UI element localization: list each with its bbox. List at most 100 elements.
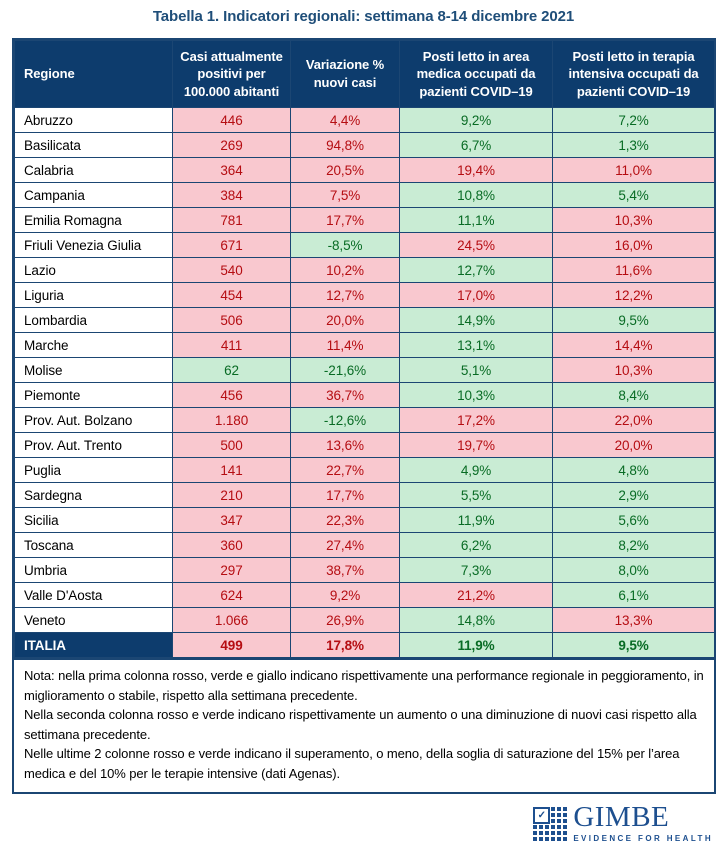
value-cell: 8,4%	[552, 382, 715, 408]
value-cell: 17,0%	[399, 282, 553, 308]
value-cell: 24,5%	[399, 232, 553, 258]
grid-pixel	[551, 831, 556, 835]
value-cell: 13,6%	[290, 432, 400, 458]
gimbe-grid-icon: ✓	[533, 807, 568, 841]
value-cell: 20,0%	[290, 307, 400, 333]
grid-pixel	[539, 831, 544, 835]
value-cell: 4,4%	[290, 107, 400, 133]
value-cell: 7,2%	[552, 107, 715, 133]
table-row: Prov. Aut. Bolzano 1.180 -12,6% 17,2% 22,0%	[14, 407, 715, 433]
grid-pixel	[563, 831, 568, 835]
value-cell: 11,0%	[552, 157, 715, 183]
region-name: Abruzzo	[14, 107, 173, 133]
value-cell: 11,6%	[552, 257, 715, 283]
table-row: Emilia Romagna 781 17,7% 11,1% 10,3%	[14, 207, 715, 233]
region-name: Piemonte	[14, 382, 173, 408]
grid-pixel	[557, 825, 562, 829]
gimbe-wordmark: GIMBE EVIDENCE FOR HEALTH	[573, 803, 713, 843]
table-row: Valle D'Aosta 624 9,2% 21,2% 6,1%	[14, 582, 715, 608]
value-cell: 671	[172, 232, 291, 258]
header-row: Regione Casi attualmente positivi per 100…	[14, 40, 715, 108]
grid-pixel	[551, 813, 556, 817]
region-name: Calabria	[14, 157, 173, 183]
region-name: Valle D'Aosta	[14, 582, 173, 608]
value-cell: 21,2%	[399, 582, 553, 608]
value-cell: 17,8%	[290, 632, 400, 658]
value-cell: 297	[172, 557, 291, 583]
value-cell: 6,2%	[399, 532, 553, 558]
region-name: Sicilia	[14, 507, 173, 533]
region-name: Campania	[14, 182, 173, 208]
grid-pixel	[533, 831, 538, 835]
region-name: Liguria	[14, 282, 173, 308]
value-cell: 540	[172, 257, 291, 283]
grid-pixel	[563, 813, 568, 817]
region-name: Prov. Aut. Bolzano	[14, 407, 173, 433]
value-cell: 7,5%	[290, 182, 400, 208]
value-cell: 500	[172, 432, 291, 458]
value-cell: 141	[172, 457, 291, 483]
value-cell: 13,1%	[399, 332, 553, 358]
value-cell: 10,2%	[290, 257, 400, 283]
value-cell: 38,7%	[290, 557, 400, 583]
value-cell: 4,8%	[552, 457, 715, 483]
value-cell: 36,7%	[290, 382, 400, 408]
grid-pixel	[551, 837, 556, 841]
region-name: Prov. Aut. Trento	[14, 432, 173, 458]
value-cell: 22,0%	[552, 407, 715, 433]
value-cell: -8,5%	[290, 232, 400, 258]
value-cell: 5,5%	[399, 482, 553, 508]
region-name: Puglia	[14, 457, 173, 483]
region-name: Lombardia	[14, 307, 173, 333]
grid-pixel	[563, 825, 568, 829]
value-cell: 1.066	[172, 607, 291, 633]
table-row: Calabria 364 20,5% 19,4% 11,0%	[14, 157, 715, 183]
value-cell: 8,0%	[552, 557, 715, 583]
value-cell: 2,9%	[552, 482, 715, 508]
indicators-table: Regione Casi attualmente positivi per 100…	[14, 40, 715, 658]
value-cell: 94,8%	[290, 132, 400, 158]
value-cell: 11,4%	[290, 332, 400, 358]
value-cell: 9,5%	[552, 632, 715, 658]
value-cell: 20,0%	[552, 432, 715, 458]
note-text: Nota: nella prima colonna rosso, verde e…	[14, 658, 714, 792]
table-row: Abruzzo 446 4,4% 9,2% 7,2%	[14, 107, 715, 133]
grid-pixel	[551, 807, 556, 811]
grid-pixel	[557, 837, 562, 841]
grid-pixel	[557, 813, 562, 817]
gimbe-logo: ✓ GIMBE EVIDENCE FOR HEALTH	[533, 803, 713, 843]
value-cell: 22,3%	[290, 507, 400, 533]
value-cell: 10,3%	[399, 382, 553, 408]
page-title: Tabella 1. Indicatori regionali: settima…	[152, 8, 575, 25]
region-name: Veneto	[14, 607, 173, 633]
region-name: ITALIA	[14, 632, 173, 658]
value-cell: 22,7%	[290, 457, 400, 483]
value-cell: 9,5%	[552, 307, 715, 333]
region-name: Basilicata	[14, 132, 173, 158]
table-row: Marche 411 11,4% 13,1% 14,4%	[14, 332, 715, 358]
value-cell: 269	[172, 132, 291, 158]
region-name: Lazio	[14, 257, 173, 283]
value-cell: 62	[172, 357, 291, 383]
note-paragraph: Nelle ultime 2 colonne rosso e verde ind…	[24, 746, 680, 781]
value-cell: 10,8%	[399, 182, 553, 208]
value-cell: 26,9%	[290, 607, 400, 633]
value-cell: 12,7%	[290, 282, 400, 308]
check-icon: ✓	[533, 807, 551, 824]
value-cell: 9,2%	[399, 107, 553, 133]
value-cell: 499	[172, 632, 291, 658]
region-name: Emilia Romagna	[14, 207, 173, 233]
value-cell: 411	[172, 332, 291, 358]
grid-pixel	[545, 837, 550, 841]
grid-pixel	[545, 831, 550, 835]
region-name: Sardegna	[14, 482, 173, 508]
column-header-4: Posti letto in terapia intensiva occupat…	[552, 40, 715, 108]
gimbe-logo-tagline: EVIDENCE FOR HEALTH	[573, 833, 713, 843]
grid-pixel	[551, 819, 556, 823]
grid-pixel	[563, 807, 568, 811]
grid-pixel	[557, 819, 562, 823]
value-cell: 6,7%	[399, 132, 553, 158]
column-header-2: Variazione % nuovi casi	[290, 40, 400, 108]
value-cell: 20,5%	[290, 157, 400, 183]
value-cell: 5,6%	[552, 507, 715, 533]
